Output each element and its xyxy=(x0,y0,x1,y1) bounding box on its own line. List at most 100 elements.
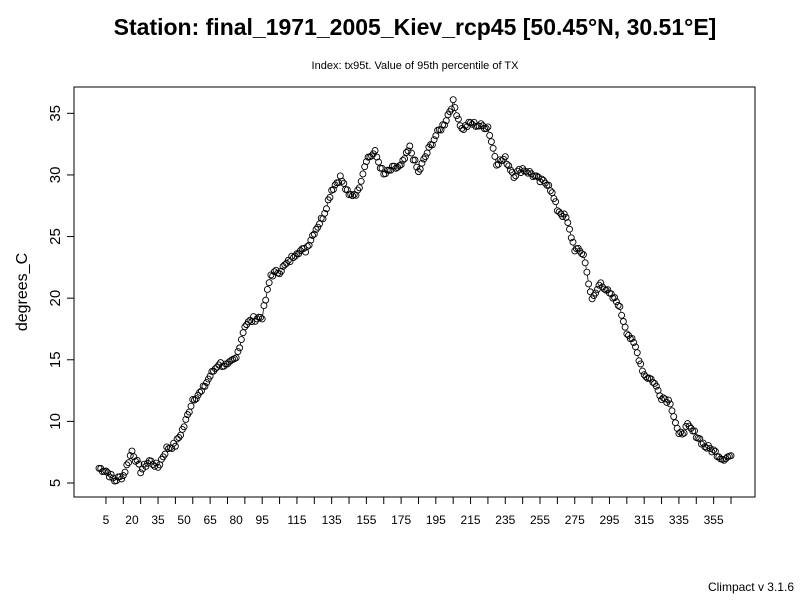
data-point xyxy=(578,250,586,258)
data-point xyxy=(269,272,277,280)
x-tick-label: 315 xyxy=(634,513,654,527)
data-point xyxy=(645,374,653,382)
data-point xyxy=(161,450,169,458)
data-point xyxy=(262,296,270,304)
data-point xyxy=(453,112,461,120)
data-point xyxy=(349,192,356,200)
data-point xyxy=(649,378,657,386)
data-point xyxy=(720,456,728,464)
x-tick-label: 155 xyxy=(356,513,376,527)
data-point xyxy=(399,156,407,164)
data-point xyxy=(116,473,124,481)
data-point xyxy=(680,429,688,437)
x-tick-label: 35 xyxy=(151,513,165,527)
data-point xyxy=(708,448,716,456)
data-point xyxy=(290,254,297,262)
data-point xyxy=(623,330,631,338)
data-point xyxy=(246,316,254,324)
data-point xyxy=(382,170,389,178)
data-point xyxy=(232,354,240,362)
data-point xyxy=(454,115,462,123)
data-point xyxy=(505,162,513,170)
data-point xyxy=(448,105,455,113)
data-point xyxy=(354,186,362,194)
data-point xyxy=(441,121,448,129)
data-point xyxy=(494,160,502,168)
x-tick-label: 135 xyxy=(322,513,342,527)
data-point xyxy=(142,463,150,470)
data-point xyxy=(125,459,132,467)
x-tick-label: 255 xyxy=(530,513,550,527)
data-point xyxy=(560,210,568,218)
data-point xyxy=(675,430,683,438)
data-point xyxy=(526,167,534,175)
data-point xyxy=(182,416,190,423)
data-point xyxy=(239,329,247,337)
series-segment xyxy=(262,308,264,316)
data-point xyxy=(611,294,619,302)
x-tick-label: 95 xyxy=(256,513,270,527)
data-point xyxy=(583,268,591,276)
data-point xyxy=(586,288,594,296)
x-tick-label: 195 xyxy=(426,513,446,527)
data-point xyxy=(533,172,540,180)
data-point xyxy=(538,175,546,183)
x-tick-label: 215 xyxy=(461,513,481,527)
data-point xyxy=(281,261,289,269)
data-point xyxy=(375,158,382,166)
data-point xyxy=(658,396,665,403)
data-point xyxy=(413,163,421,171)
data-point xyxy=(501,153,509,161)
data-point xyxy=(722,455,730,463)
y-tick-label: 20 xyxy=(47,290,64,307)
data-point xyxy=(135,460,143,468)
data-point xyxy=(677,428,685,436)
data-point xyxy=(307,236,315,244)
data-point xyxy=(133,456,141,464)
data-point xyxy=(630,339,638,346)
data-point xyxy=(335,179,343,187)
data-point xyxy=(607,290,615,298)
data-point xyxy=(300,244,308,252)
data-point xyxy=(296,247,304,255)
data-point xyxy=(404,147,412,155)
data-point xyxy=(119,472,127,480)
data-point xyxy=(326,193,334,201)
x-tick-label: 175 xyxy=(391,513,411,527)
data-point xyxy=(359,170,367,178)
data-point xyxy=(639,367,646,375)
data-point xyxy=(303,242,311,250)
data-point xyxy=(213,363,221,371)
data-point xyxy=(621,323,629,331)
data-point xyxy=(517,169,525,177)
data-point xyxy=(234,348,242,356)
data-point xyxy=(592,289,600,297)
data-point xyxy=(715,453,723,461)
data-point xyxy=(449,96,457,104)
data-point xyxy=(104,469,112,477)
data-point xyxy=(604,286,612,294)
data-point xyxy=(616,303,624,311)
data-point xyxy=(137,469,145,477)
data-point xyxy=(215,361,223,369)
data-point xyxy=(706,445,714,452)
data-point xyxy=(661,395,669,403)
data-point xyxy=(323,205,330,213)
data-point xyxy=(498,157,506,165)
data-point xyxy=(192,395,200,403)
data-point xyxy=(401,155,409,163)
data-point xyxy=(140,460,148,468)
data-point xyxy=(102,467,110,475)
data-point xyxy=(171,442,179,450)
data-point xyxy=(118,475,126,483)
data-point xyxy=(411,156,419,164)
data-point xyxy=(343,186,351,194)
data-point xyxy=(421,153,429,161)
data-point xyxy=(305,241,313,249)
data-point xyxy=(227,357,235,365)
data-point xyxy=(206,372,214,380)
series-segment xyxy=(586,275,589,281)
y-tick-label: 30 xyxy=(47,167,64,184)
data-point xyxy=(406,142,414,150)
